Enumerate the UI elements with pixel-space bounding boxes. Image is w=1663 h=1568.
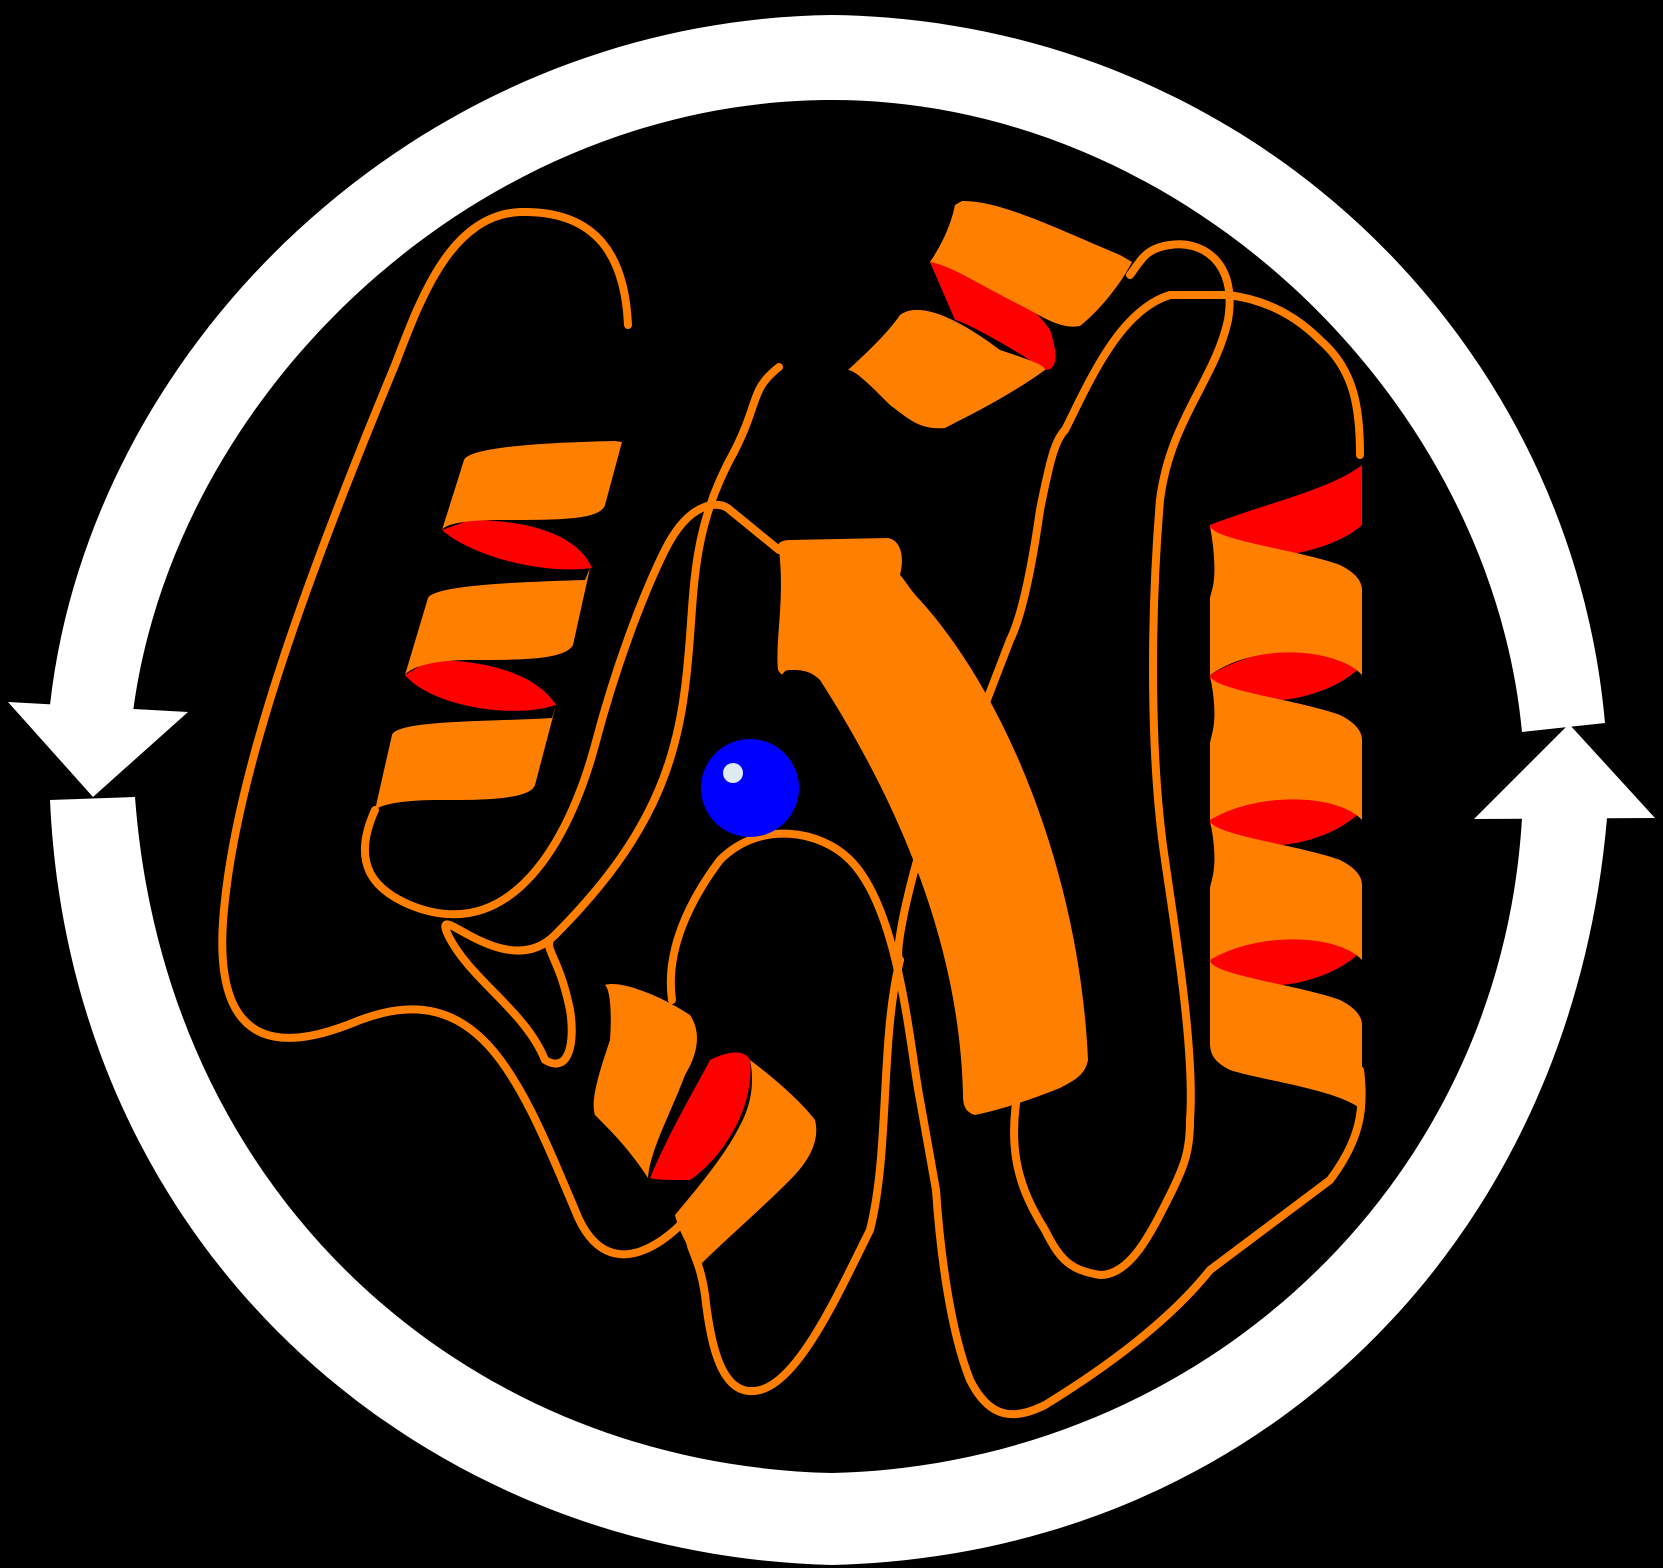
ion-sphere (701, 739, 799, 837)
top-helix (848, 200, 1132, 429)
left-helix-turn-1 (442, 441, 622, 530)
loop-ion-right (894, 846, 924, 964)
left-helix-inner-2 (405, 660, 556, 711)
bottom-helix-turn-2 (675, 1060, 817, 1265)
loop-left-outer (218, 207, 684, 1259)
right-helix-turn-1 (1210, 525, 1362, 675)
top-helix-turn-1 (930, 200, 1132, 327)
left-helix-turn-2 (405, 568, 590, 675)
loop-strand-link (981, 636, 1014, 709)
ion-highlight (723, 763, 743, 783)
right-arrow-icon (50, 15, 1605, 732)
loop-center-left (441, 363, 783, 1068)
right-arrow-head (1474, 724, 1655, 819)
bottom-helix (593, 984, 817, 1265)
bottom-helix-inner (650, 1052, 751, 1180)
loop-bottom-center (666, 829, 1366, 1419)
right-helix-inner-2 (1210, 648, 1362, 701)
metal-ion (701, 739, 799, 837)
loop-top-right (1224, 291, 1364, 459)
left-helix (375, 441, 622, 810)
loop-left-helix-bottom (361, 500, 783, 919)
right-helix-inner-4 (1210, 933, 1362, 986)
right-helix-turn-3 (1210, 820, 1362, 960)
loop-right-helix-entry (1006, 291, 1232, 644)
central-beta-strand (777, 538, 1088, 1115)
cycle-ring (8, 15, 1655, 1565)
left-arrow-icon (50, 797, 1607, 1565)
top-helix-inner (930, 262, 1056, 370)
right-helix-inner-3 (1210, 793, 1362, 846)
left-helix-inner-1 (442, 520, 592, 570)
left-helix-turn-3 (375, 705, 556, 810)
top-helix-turn-2 (848, 309, 1045, 429)
right-helix-turn-4 (1210, 960, 1362, 1110)
right-helix-inner-1 (1210, 465, 1362, 556)
left-arrow-head (8, 702, 188, 797)
loop-bottom-descent (686, 956, 904, 1396)
right-helix (1210, 465, 1362, 1110)
right-helix-turn-2 (1210, 675, 1362, 820)
loops (218, 207, 1366, 1419)
loop-right-connector (1010, 240, 1234, 1279)
bottom-helix-turn-1 (593, 984, 697, 1178)
